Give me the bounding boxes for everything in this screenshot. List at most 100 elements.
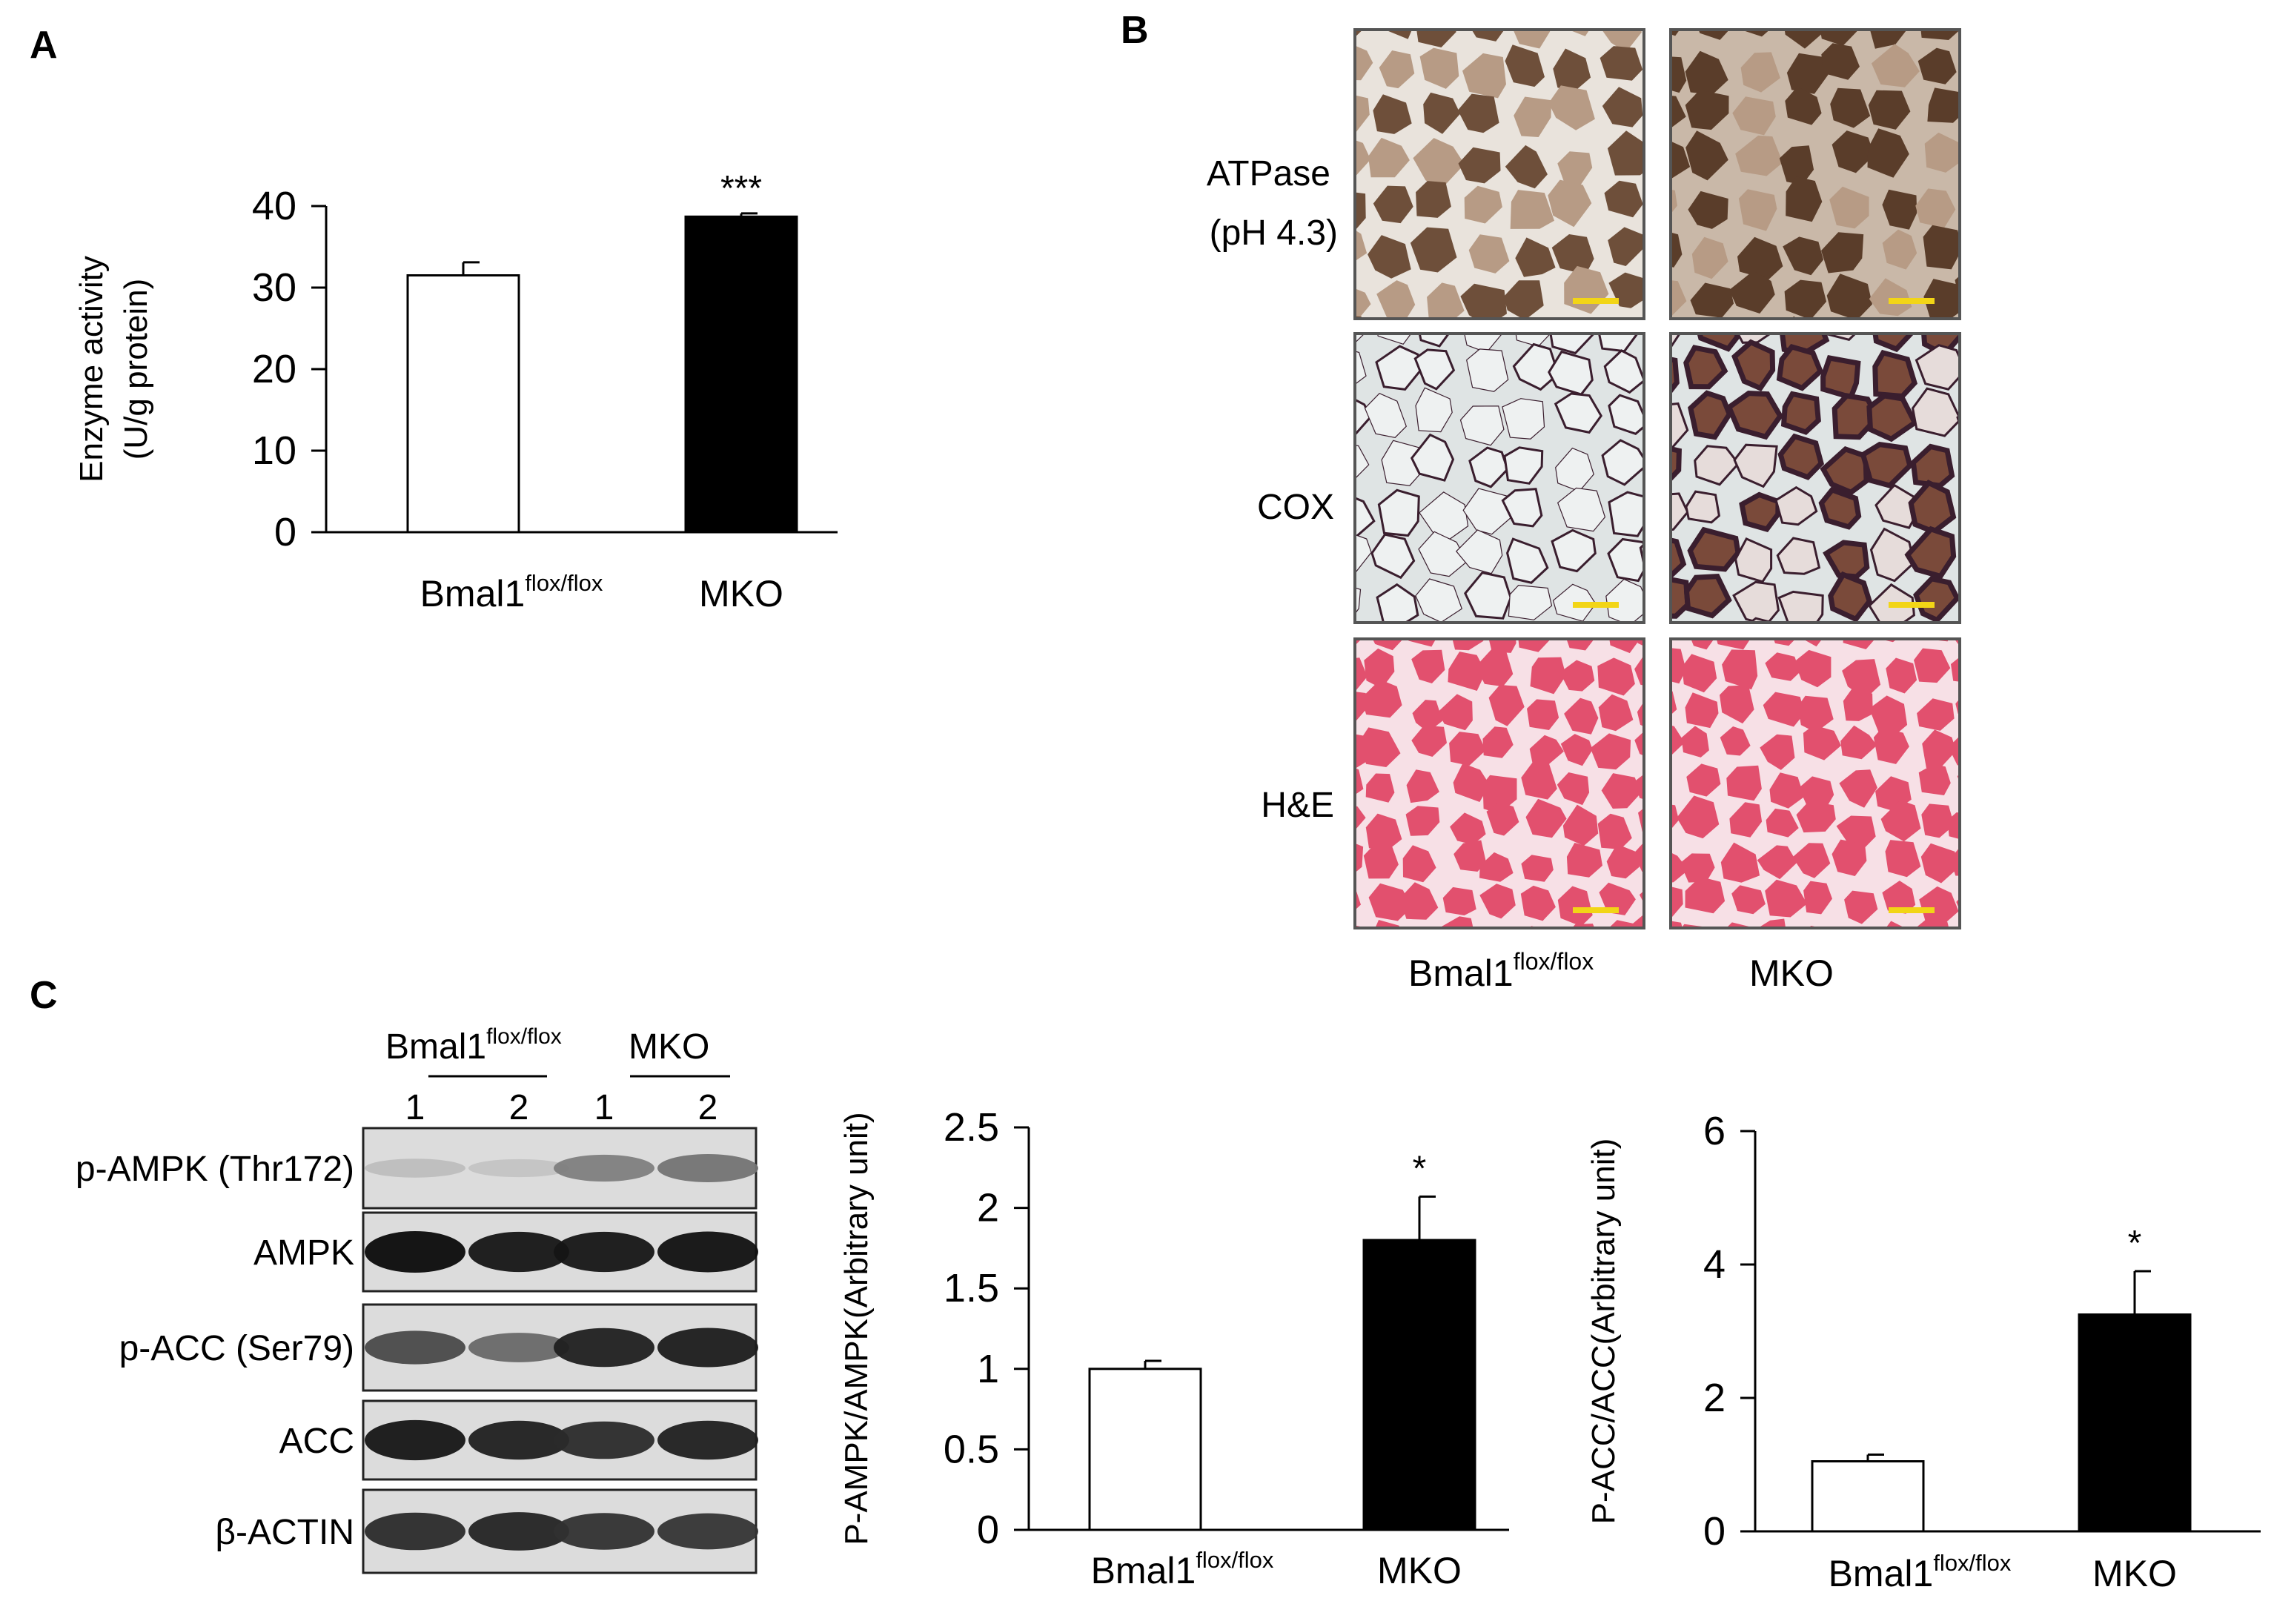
lane-number: 2: [509, 1088, 529, 1127]
histology-tile-atpase-mko: [1671, 30, 1960, 319]
category-label: Bmal1flox/flox: [1091, 1547, 1274, 1591]
histology-tile-cox-bmal1: [1355, 334, 1644, 623]
tile-frame: [1353, 28, 1645, 320]
p-acc-acc-chart: 0 2 4 6 P-ACC/ACC(Arbitrary unit) Bmal1flox/f…: [1585, 1109, 2261, 1594]
y-tick-label: 6: [1703, 1109, 1726, 1153]
scale-bar: [1889, 602, 1935, 608]
y-tick-label: 1: [977, 1347, 999, 1391]
blot-row: AMPK: [253, 1211, 758, 1293]
y-tick-label: 0.5: [944, 1427, 999, 1471]
blot-row-label: p-ACC (Ser79): [119, 1329, 354, 1368]
blot-lane-numbers: 1 2 1 2: [405, 1088, 718, 1127]
blot-band: [554, 1328, 654, 1368]
y-axis-label: P-AMPK/AMPK(Arbitrary unit): [838, 1112, 875, 1545]
blot-row-label: AMPK: [253, 1233, 354, 1273]
y-tick-label: 40: [252, 184, 296, 228]
blot-band: [554, 1421, 654, 1459]
lane-number: 1: [405, 1088, 425, 1127]
blot-band: [554, 1154, 654, 1182]
significance-marker: *: [1413, 1149, 1427, 1188]
tile-frame: [1353, 332, 1645, 624]
significance-marker: ***: [720, 169, 762, 208]
row-label-atpase: ATPase: [1207, 154, 1330, 193]
blot-band: [468, 1333, 569, 1362]
y-tick-label: 2: [977, 1186, 999, 1230]
bar: [2078, 1313, 2192, 1533]
scale-bar: [1573, 907, 1619, 913]
blot-row-label: β-ACTIN: [215, 1513, 354, 1552]
panel-label-c: C: [30, 974, 58, 1017]
col-label-bmal1: Bmal1flox/flox: [1408, 948, 1594, 994]
blot-band: [554, 1231, 654, 1273]
category-label: MKO: [1377, 1550, 1462, 1591]
bar: [1811, 1460, 1925, 1533]
tile-frame: [1353, 637, 1645, 929]
row-label-cox: COX: [1257, 488, 1334, 527]
blot-row: ACC: [279, 1399, 758, 1481]
blot-band: [365, 1419, 465, 1461]
histology-tile-he-bmal1: [1355, 639, 1644, 928]
scale-bar: [1889, 907, 1935, 913]
category-label: Bmal1flox/flox: [420, 570, 603, 614]
blot-row-label: ACC: [279, 1422, 354, 1461]
p-ampk-ampk-chart: 0 0.5 1 1.5 2 2.5 P-AMPK/AMPK(Arbitrary unit) B…: [838, 1105, 1509, 1591]
y-axis-label: P-ACC/ACC(Arbitrary unit): [1585, 1139, 1622, 1525]
scale-bar: [1573, 298, 1619, 304]
category-label: Bmal1flox/flox: [1829, 1550, 2012, 1594]
y-tick-label: 1.5: [944, 1266, 999, 1310]
panel-label-b: B: [1121, 9, 1149, 52]
lane-number: 1: [594, 1088, 614, 1127]
blot-band: [365, 1159, 465, 1178]
significance-marker: *: [2128, 1224, 2142, 1263]
bar: [684, 215, 798, 534]
panel-label-a: A: [30, 24, 58, 67]
histology-tile-cox-mko: [1671, 334, 1960, 623]
y-tick-label: 0: [1703, 1509, 1726, 1554]
histology-tile-he-mko: [1671, 639, 1960, 928]
y-tick-label: 2: [1703, 1376, 1726, 1420]
western-blot: Bmal1flox/flox MKO 1 2 1 2 p-AMPK (Thr172) A…: [76, 1024, 758, 1574]
blot-band: [365, 1231, 465, 1273]
bar: [1088, 1368, 1202, 1531]
blot-row: p-ACC (Ser79): [119, 1303, 758, 1392]
blot-band: [657, 1231, 758, 1273]
blot-rows: p-AMPK (Thr172) AMPK p-ACC (Ser79) ACC β-ACT…: [76, 1127, 758, 1574]
y-tick-label: 0: [274, 510, 296, 554]
y-tick-label: 10: [252, 428, 296, 473]
y-tick-label: 20: [252, 347, 296, 391]
blot-row-label: p-AMPK (Thr172): [76, 1150, 354, 1189]
blot-band: [657, 1328, 758, 1368]
blot-band: [657, 1513, 758, 1550]
blot-band: [657, 1420, 758, 1460]
y-axis-label: Enzyme activity: [73, 256, 110, 483]
tile-frame: [1669, 637, 1961, 929]
blot-row: β-ACTIN: [215, 1488, 758, 1574]
blot-band: [554, 1513, 654, 1550]
y-tick-label: 4: [1703, 1242, 1726, 1287]
blot-band: [468, 1512, 569, 1551]
scale-bar: [1889, 298, 1935, 304]
y-axis-label-line2: (U/g protein): [118, 279, 154, 460]
category-label: MKO: [699, 573, 783, 614]
histology-tile-atpase-bmal1: [1355, 30, 1644, 319]
blot-band: [468, 1420, 569, 1460]
blot-band: [468, 1231, 569, 1273]
y-tick-label: 30: [252, 265, 296, 310]
tile-frame: [1669, 332, 1961, 624]
bar: [406, 274, 520, 534]
bar: [1362, 1239, 1476, 1531]
blot-group-mko: MKO: [629, 1027, 709, 1067]
scale-bar: [1573, 602, 1619, 608]
y-tick-label: 2.5: [944, 1105, 999, 1150]
histology-grid: ATPase (pH 4.3) COX H&E Bmal1flox/flox M…: [1207, 28, 1961, 994]
lane-number: 2: [698, 1088, 718, 1127]
blot-band: [468, 1159, 569, 1178]
tile-frame: [1669, 28, 1961, 320]
blot-group-bmal1: Bmal1flox/flox: [385, 1024, 562, 1067]
enzyme-activity-chart: 0 10 20 30 40 Enzyme activity (U/g protein) Bma…: [73, 169, 838, 614]
blot-row: p-AMPK (Thr172): [76, 1127, 758, 1210]
row-label-he: H&E: [1261, 786, 1334, 825]
blot-band: [657, 1154, 758, 1182]
category-label: MKO: [2092, 1553, 2177, 1594]
